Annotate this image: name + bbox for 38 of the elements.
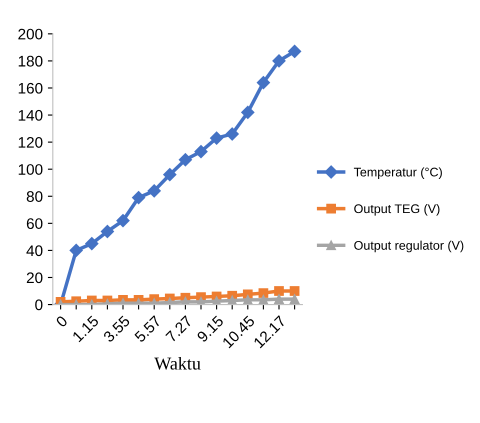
point bbox=[148, 184, 161, 198]
legend-label: Output regulator (V) bbox=[354, 240, 464, 252]
point bbox=[100, 224, 114, 238]
y-tick-label: 0 bbox=[35, 299, 42, 310]
point bbox=[116, 214, 130, 228]
point bbox=[290, 286, 300, 296]
point bbox=[274, 286, 284, 296]
y-tick-label: 160 bbox=[18, 82, 42, 94]
y-tick-label: 200 bbox=[18, 28, 42, 40]
point bbox=[85, 237, 98, 250]
point bbox=[288, 44, 302, 58]
point bbox=[242, 294, 253, 305]
point bbox=[210, 131, 224, 145]
legend-label: Output TEG (V) bbox=[354, 204, 440, 216]
point bbox=[241, 106, 254, 119]
y-tick-label: 140 bbox=[18, 110, 42, 121]
point bbox=[178, 153, 192, 166]
point bbox=[132, 191, 146, 204]
point bbox=[290, 294, 300, 304]
point bbox=[163, 168, 176, 182]
point bbox=[194, 145, 208, 158]
point bbox=[274, 294, 284, 304]
y-tick-label: 80 bbox=[26, 191, 42, 202]
y-tick-label: 40 bbox=[26, 245, 42, 256]
x-axis-title: Waktu bbox=[154, 356, 201, 370]
x-tick-label: 0 bbox=[55, 314, 68, 328]
point bbox=[226, 127, 239, 141]
y-tick-label: 120 bbox=[18, 136, 42, 148]
point bbox=[70, 244, 83, 258]
point bbox=[258, 288, 268, 298]
y-tick-label: 180 bbox=[18, 56, 42, 67]
point bbox=[256, 76, 270, 90]
y-tick-label: 60 bbox=[26, 218, 42, 230]
y-tick-label: 20 bbox=[26, 272, 42, 284]
legend-label: Temperatur (°C) bbox=[354, 167, 442, 179]
point bbox=[272, 54, 286, 68]
y-tick-label: 100 bbox=[18, 164, 42, 175]
point bbox=[258, 294, 268, 305]
